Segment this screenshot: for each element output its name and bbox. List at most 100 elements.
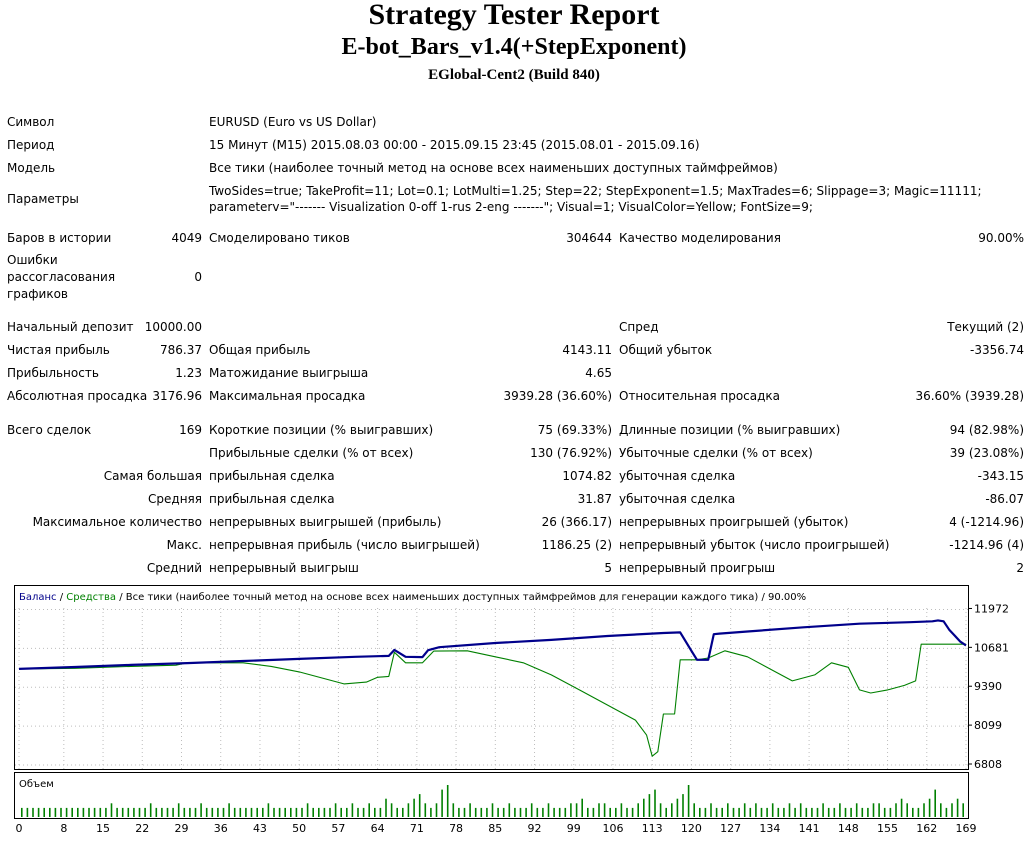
max-cons-profit-value: 1186.25 (2) — [541, 538, 612, 552]
x-tick-label: 15 — [96, 822, 110, 835]
spread-label: Спред — [619, 320, 659, 334]
avg-win-label: прибыльная сделка — [209, 492, 335, 506]
loss-trades-value: 39 (23.08%) — [949, 446, 1024, 460]
largest-label: Самая большая — [103, 469, 202, 483]
ticks-value: 304644 — [566, 231, 612, 245]
x-tick-label: 113 — [642, 822, 663, 835]
long-positions-label: Длинные позиции (% выигравших) — [619, 423, 841, 437]
largest-win-label: прибыльная сделка — [209, 469, 335, 483]
x-tick-label: 169 — [956, 822, 977, 835]
avg-loss-value: -86.07 — [985, 492, 1024, 506]
avg-cons-losses-label: непрерывный проигрыш — [619, 561, 776, 575]
spread-value: Текущий (2) — [947, 320, 1024, 334]
params-line-2: parameterv="------- Visualization 0-off … — [209, 200, 813, 214]
symbol-value: EURUSD (Euro vs US Dollar) — [209, 115, 377, 129]
largest-loss-label: убыточная сделка — [619, 469, 736, 483]
chart-series — [18, 619, 967, 757]
errors-label-1: Ошибки — [7, 253, 58, 267]
total-trades-value: 169 — [179, 423, 202, 437]
x-tick-label: 127 — [720, 822, 741, 835]
x-tick-label: 50 — [292, 822, 306, 835]
max-cons-loss-value: -1214.96 (4) — [949, 538, 1024, 552]
balance-line — [18, 619, 967, 670]
average-label: Средняя — [148, 492, 202, 506]
ticks-label: Смоделировано тиков — [209, 231, 350, 245]
profit-factor-value: 1.23 — [175, 366, 202, 380]
avg-win-value: 31.87 — [577, 492, 612, 506]
rel-drawdown-value: 36.60% (3939.28) — [915, 389, 1024, 403]
expected-payoff-label: Матожидание выигрыша — [209, 366, 369, 380]
x-tick-label: 64 — [371, 822, 385, 835]
x-tick-label: 148 — [838, 822, 859, 835]
profit-factor-label: Прибыльность — [7, 366, 99, 380]
win-trades-value: 130 (76.92%) — [530, 446, 612, 460]
balance-equity-chart: Баланс / Средства / Все тики (наиболее т… — [14, 585, 969, 770]
y-tick-label: 10681 — [974, 641, 1009, 654]
x-tick-label: 71 — [410, 822, 424, 835]
x-tick-label: 141 — [799, 822, 820, 835]
x-axis: 0 8 15 22 29 36 43 50 57 64 71 78 85 92 99 106 113 120 127… — [16, 822, 977, 835]
abs-drawdown-value: 3176.96 — [152, 389, 202, 403]
volume-label: Объем — [19, 779, 54, 790]
bars-value: 4049 — [171, 231, 202, 245]
max-cons-losses-label: непрерывных проигрышей (убыток) — [619, 515, 849, 529]
x-tick-label: 134 — [759, 822, 780, 835]
y-tick-label: 11972 — [974, 602, 1009, 615]
volume-plot: Объем — [19, 779, 965, 817]
largest-win-value: 1074.82 — [562, 469, 612, 483]
loss-trades-label: Убыточные сделки (% от всех) — [619, 446, 813, 460]
max-cons-losses-value: 4 (-1214.96) — [949, 515, 1024, 529]
x-tick-label: 22 — [135, 822, 149, 835]
x-tick-label: 85 — [488, 822, 502, 835]
max-value-label: Макс. — [166, 538, 202, 552]
gross-profit-value: 4143.11 — [562, 343, 612, 357]
gross-loss-value: -3356.74 — [970, 343, 1024, 357]
x-tick-label: 36 — [214, 822, 228, 835]
deposit-value: 10000.00 — [144, 320, 202, 334]
expected-payoff-value: 4.65 — [585, 366, 612, 380]
largest-loss-value: -343.15 — [977, 469, 1024, 483]
net-profit-label: Чистая прибыль — [7, 343, 110, 357]
avg-cons-losses-value: 2 — [1016, 561, 1024, 575]
avg-cons-wins-label: непрерывный выигрыш — [209, 561, 359, 575]
quality-value: 90.00% — [978, 231, 1024, 245]
legend-balance: Баланс — [19, 592, 57, 603]
deposit-label: Начальный депозит — [7, 320, 134, 334]
rel-drawdown-label: Относительная просадка — [619, 389, 781, 403]
x-tick-label: 78 — [449, 822, 463, 835]
max-count-label: Максимальное количество — [32, 515, 202, 529]
x-tick-label: 99 — [567, 822, 581, 835]
errors-value: 0 — [194, 270, 202, 284]
legend-description: / Все тики (наиболее точный метод на осн… — [116, 592, 806, 603]
x-tick-label: 155 — [877, 822, 898, 835]
x-tick-label: 162 — [916, 822, 937, 835]
y-tick-label: 9390 — [974, 680, 1002, 693]
x-tick-label: 29 — [175, 822, 189, 835]
period-value: 15 Минут (M15) 2015.08.03 00:00 - 2015.0… — [209, 138, 700, 152]
x-tick-label: 106 — [602, 822, 623, 835]
win-trades-label: Прибыльные сделки (% от всех) — [209, 446, 414, 460]
bars-label: Баров в истории — [7, 231, 112, 245]
x-tick-label: 8 — [60, 822, 67, 835]
max-drawdown-label: Максимальная просадка — [209, 389, 366, 403]
y-tick-label: 8099 — [974, 719, 1002, 732]
model-value: Все тики (наиболее точный метод на основ… — [209, 161, 778, 175]
avg-cons-label: Средний — [146, 561, 202, 575]
avg-loss-label: убыточная сделка — [619, 492, 736, 506]
report-title: Strategy Tester Report — [368, 0, 660, 31]
short-positions-value: 75 (69.33%) — [537, 423, 612, 437]
model-label: Модель — [7, 161, 56, 175]
x-tick-label: 43 — [253, 822, 267, 835]
errors-label-3: графиков — [7, 287, 68, 301]
quality-label: Качество моделирования — [619, 231, 781, 245]
short-positions-label: Короткие позиции (% выигравших) — [209, 423, 434, 437]
x-tick-label: 92 — [528, 822, 542, 835]
server-name: EGlobal-Cent2 (Build 840) — [428, 67, 600, 83]
legend-separator: / — [57, 592, 67, 603]
gross-loss-label: Общий убыток — [619, 343, 713, 357]
x-tick-label: 120 — [681, 822, 702, 835]
max-cons-wins-value: 26 (366.17) — [541, 515, 612, 529]
long-positions-value: 94 (82.98%) — [949, 423, 1024, 437]
max-cons-profit-label: непрерывная прибыль (число выигрышей) — [209, 538, 480, 552]
gross-profit-label: Общая прибыль — [209, 343, 311, 357]
